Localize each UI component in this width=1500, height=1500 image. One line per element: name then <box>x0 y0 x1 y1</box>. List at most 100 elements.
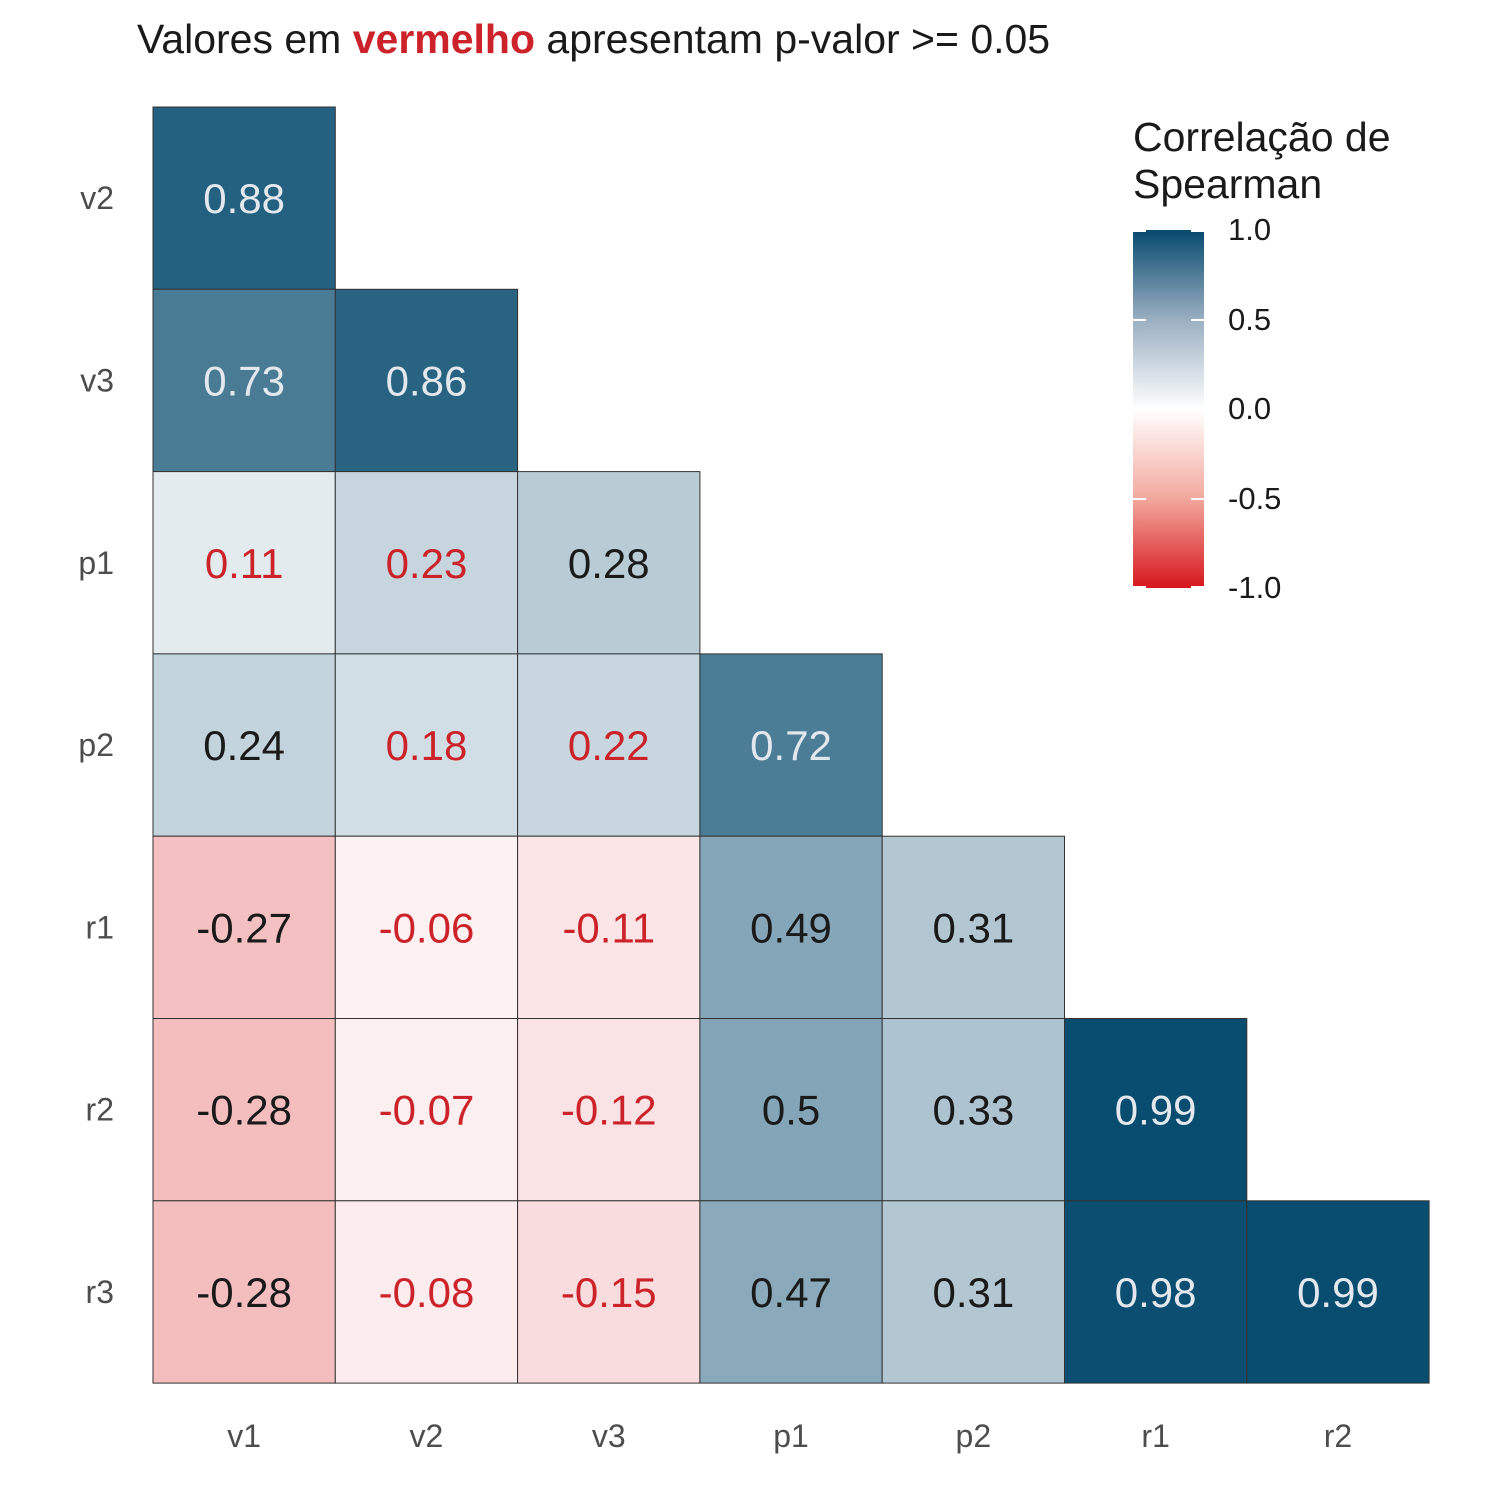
heatmap-cell-label: 0.5 <box>762 1087 820 1134</box>
x-axis-label-r1: r1 <box>1141 1418 1169 1454</box>
heatmap-cell-v3-r2: -0.12 <box>517 1018 701 1202</box>
heatmap-cell-label: 0.47 <box>750 1269 832 1316</box>
heatmap-cell-label: -0.06 <box>379 904 475 951</box>
legend-tick-mark <box>1191 408 1204 410</box>
heatmap-cell-rect <box>152 653 336 837</box>
legend-tick-label: -1.0 <box>1228 570 1282 605</box>
heatmap-cell-v1-v3: 0.73 <box>152 288 336 473</box>
heatmap-cell-v1-p2: 0.24 <box>152 653 336 837</box>
x-axis-label-v2: v2 <box>410 1418 444 1454</box>
y-axis-label-v3: v3 <box>80 362 114 398</box>
heatmap-cell-label: 0.18 <box>386 722 468 769</box>
heatmap-cell-p1-r2: 0.5 <box>699 1018 883 1202</box>
legend-tick-label: 1.0 <box>1228 212 1272 247</box>
heatmap-cell-label: 0.24 <box>203 722 285 769</box>
x-axis-label-v3: v3 <box>592 1418 626 1454</box>
heatmap-cell-label: 0.98 <box>1115 1269 1197 1316</box>
chart-title-suffix: apresentam p-valor >= 0.05 <box>535 16 1051 62</box>
heatmap-cell-rect <box>1246 1200 1430 1384</box>
heatmap-cells: 0.88 0.73 0.86 0.11 0.23 0.28 0.24 0.18 0.22 0.72… <box>152 106 1430 1384</box>
heatmap-cell-p2-r1: 0.31 <box>881 835 1066 1020</box>
heatmap-cell-rect <box>699 835 883 1020</box>
heatmap-cell-rect <box>699 653 883 837</box>
legend-tick-mark <box>1133 408 1146 410</box>
heatmap-cell-rect <box>699 1018 883 1202</box>
heatmap-cell-label: -0.27 <box>196 904 292 951</box>
heatmap-cell-rect <box>881 1200 1066 1384</box>
heatmap-cell-label: -0.07 <box>379 1087 475 1134</box>
heatmap-cell-v3-p2: 0.22 <box>517 653 701 837</box>
y-axis-label-r3: r3 <box>86 1274 114 1310</box>
x-axis-label-r2: r2 <box>1324 1418 1352 1454</box>
x-axis-labels: v1 v2 v3 p1 p2 r1 r2 <box>227 1418 1352 1454</box>
heatmap-cell-label: 0.23 <box>386 540 468 587</box>
heatmap-cell-rect <box>517 471 701 655</box>
heatmap-cell-rect <box>517 835 701 1020</box>
legend-tick-mark <box>1191 230 1204 232</box>
heatmap-cell-rect <box>152 1200 336 1384</box>
heatmap-cell-label: 0.31 <box>932 1269 1014 1316</box>
heatmap-cell-v2-r3: -0.08 <box>334 1200 519 1384</box>
heatmap-cell-v2-p2: 0.18 <box>334 653 519 837</box>
heatmap-cell-rect <box>517 653 701 837</box>
legend-title: Correlação de Spearman <box>1133 114 1391 208</box>
y-axis-label-v2: v2 <box>80 180 114 216</box>
y-axis-label-p2: p2 <box>78 727 114 763</box>
legend-tick-mark <box>1133 230 1146 232</box>
heatmap-cell-v1-r3: -0.28 <box>152 1200 336 1384</box>
heatmap-cell-r1-r2: 0.99 <box>1064 1018 1248 1202</box>
heatmap-cell-rect <box>152 1018 336 1202</box>
heatmap-cell-label: 0.11 <box>205 540 284 587</box>
heatmap-cell-rect <box>152 835 336 1020</box>
heatmap-cell-v1-r1: -0.27 <box>152 835 336 1020</box>
heatmap-cell-label: 0.99 <box>1297 1269 1379 1316</box>
heatmap-cell-v3-r1: -0.11 <box>517 835 701 1020</box>
legend-tick-mark <box>1133 586 1146 588</box>
heatmap-cell-label: 0.72 <box>750 722 832 769</box>
legend-tick-mark <box>1133 318 1146 321</box>
heatmap-cell-v1-v2: 0.88 <box>152 106 336 290</box>
heatmap-cell-rect <box>334 1018 519 1202</box>
legend-colorbar <box>1133 230 1204 588</box>
heatmap-cell-p2-r2: 0.33 <box>881 1018 1066 1202</box>
chart-title-prefix: Valores em <box>137 16 353 62</box>
y-axis-label-r1: r1 <box>86 909 114 945</box>
heatmap-cell-v2-v3: 0.86 <box>334 288 519 473</box>
legend-tick-label: -0.5 <box>1228 480 1282 516</box>
heatmap-cell-p1-r1: 0.49 <box>699 835 883 1020</box>
legend-tick-mark <box>1191 497 1204 500</box>
y-axis-label-p1: p1 <box>78 545 114 581</box>
heatmap-cell-label: 0.22 <box>568 722 650 769</box>
legend-tick-mark <box>1191 586 1204 588</box>
heatmap-cell-rect <box>152 288 336 473</box>
heatmap-cell-label: -0.28 <box>196 1087 292 1134</box>
x-axis-label-p1: p1 <box>773 1418 809 1454</box>
heatmap-cell-rect <box>1064 1018 1248 1202</box>
heatmap-cell-r1-r3: 0.98 <box>1064 1200 1248 1384</box>
heatmap-cell-label: 0.99 <box>1115 1087 1197 1134</box>
heatmap-cell-label: 0.49 <box>750 904 832 951</box>
heatmap-cell-label: 0.73 <box>203 357 285 404</box>
heatmap-cell-label: 0.86 <box>386 357 468 404</box>
heatmap-cell-label: 0.28 <box>568 540 650 587</box>
heatmap-cell-v2-r2: -0.07 <box>334 1018 519 1202</box>
legend-tick-mark <box>1133 497 1146 500</box>
heatmap-cell-v2-r1: -0.06 <box>334 835 519 1020</box>
y-axis-label-r2: r2 <box>86 1092 114 1128</box>
heatmap-cell-rect <box>517 1200 701 1384</box>
heatmap-cell-rect <box>517 1018 701 1202</box>
heatmap-cell-label: -0.08 <box>379 1269 475 1316</box>
legend-tick-label: 0.5 <box>1228 301 1272 337</box>
heatmap-cell-label: 0.33 <box>932 1087 1014 1134</box>
heatmap-cell-rect <box>881 835 1066 1020</box>
x-axis-label-p2: p2 <box>956 1418 992 1454</box>
heatmap-cell-rect <box>1064 1200 1248 1384</box>
heatmap-cell-label: -0.11 <box>562 904 655 951</box>
x-axis-label-v1: v1 <box>227 1418 261 1454</box>
heatmap-cell-p1-r3: 0.47 <box>699 1200 883 1384</box>
heatmap-cell-v1-r2: -0.28 <box>152 1018 336 1202</box>
heatmap-cell-label: 0.31 <box>932 904 1014 951</box>
legend-title-line2: Spearman <box>1133 161 1323 207</box>
heatmap-cell-v3-r3: -0.15 <box>517 1200 701 1384</box>
chart-title-highlight: vermelho <box>352 16 536 62</box>
